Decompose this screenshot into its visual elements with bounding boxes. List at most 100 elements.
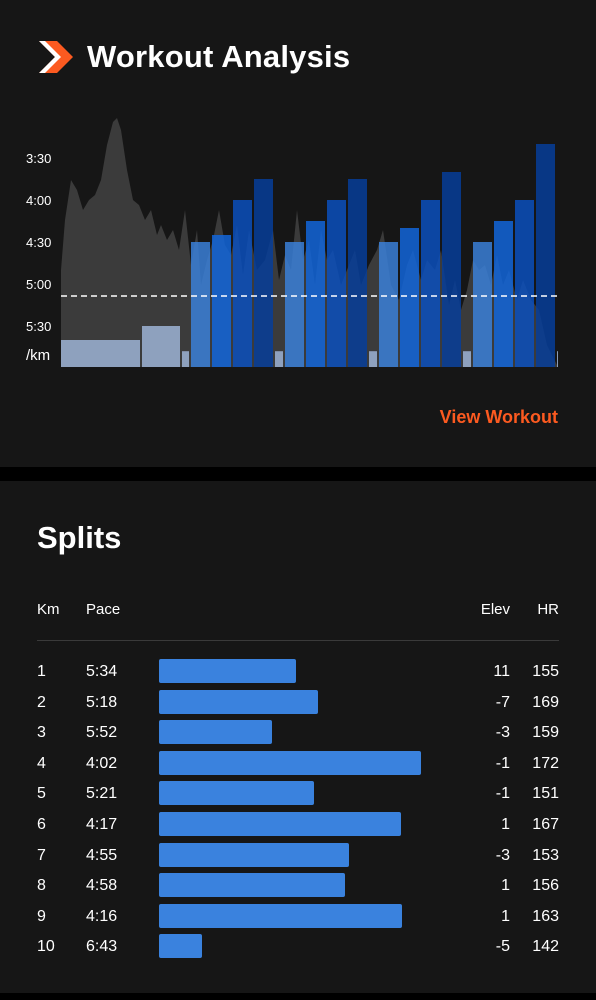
split-km: 7: [37, 846, 46, 864]
work-interval-bar: [233, 200, 252, 367]
y-tick-label: 3:30: [26, 151, 52, 166]
split-elev: -7: [495, 693, 510, 711]
splits-title: Splits: [37, 520, 122, 555]
split-pace-bar: [159, 842, 349, 867]
interval-bars: [61, 144, 558, 367]
work-interval-bar: [285, 242, 304, 367]
split-row: 3 5:52 -3 159: [0, 720, 596, 746]
y-tick-label: 5:30: [26, 319, 52, 334]
rest-interval-bar: [369, 351, 377, 367]
split-pace: 4:55: [86, 846, 118, 864]
split-pace-bar: [159, 659, 296, 683]
pace-interval-chart[interactable]: [61, 110, 558, 367]
split-km: 5: [37, 785, 46, 803]
split-pace: 5:34: [86, 663, 118, 680]
split-hr: 159: [532, 724, 559, 742]
rest-interval-bar: [557, 351, 558, 367]
split-elev: 1: [501, 816, 510, 833]
split-hr: 172: [532, 754, 559, 772]
strava-chevron-icon: [39, 41, 73, 73]
rest-interval-bar: [275, 351, 283, 367]
split-elev: 1: [501, 907, 510, 925]
split-elev: -5: [495, 938, 510, 956]
split-row: 9 4:16 1 163: [0, 903, 596, 930]
split-elev: 1: [501, 877, 510, 895]
rest-interval-bar: [182, 351, 189, 367]
work-interval-bar: [306, 221, 325, 367]
split-row: 4 4:02 -1 172: [0, 750, 596, 777]
split-hr: 163: [532, 907, 559, 925]
split-elev: 11: [493, 663, 510, 680]
header-km: Km: [37, 601, 60, 618]
split-km: 3: [37, 724, 46, 742]
split-row: 10 6:43 -5 142: [0, 934, 596, 960]
work-interval-bar: [379, 242, 398, 367]
split-hr: 167: [532, 816, 559, 833]
split-pace: 4:17: [86, 816, 118, 833]
split-elev: -1: [495, 785, 510, 803]
split-km: 4: [37, 754, 46, 772]
split-row: 1 5:34 11 155: [0, 659, 596, 685]
view-workout-link[interactable]: View Workout: [439, 407, 558, 427]
split-pace: 6:43: [86, 938, 118, 956]
split-row: 8 4:58 1 156: [0, 873, 596, 899]
split-hr: 151: [532, 785, 559, 803]
y-tick-label: 4:00: [26, 193, 52, 208]
page-title: Workout Analysis: [87, 39, 351, 74]
split-elev: -1: [495, 754, 510, 772]
split-km: 9: [37, 907, 46, 925]
split-elev: -3: [495, 846, 510, 864]
splits-divider: [37, 640, 559, 641]
split-km: 10: [37, 938, 55, 956]
split-row: 6 4:17 1 167: [0, 812, 596, 838]
split-pace-bar: [159, 812, 401, 836]
split-pace-bar: [159, 873, 345, 898]
rest-interval-bar: [142, 326, 180, 367]
rest-interval-bar: [463, 351, 471, 367]
split-pace: 4:02: [86, 754, 118, 772]
workout-analysis-card: Workout Analysis 3:30 4:00 4:30 5:00 5:3…: [0, 0, 596, 467]
header-pace: Pace: [86, 601, 121, 618]
split-pace-bar: [159, 903, 402, 928]
split-pace-bar: [159, 689, 318, 714]
split-hr: 169: [532, 693, 559, 711]
split-hr: 153: [532, 846, 559, 864]
split-pace-bar: [159, 934, 202, 959]
split-km: 8: [37, 877, 46, 895]
work-interval-bar: [400, 228, 419, 367]
header-hr: HR: [537, 601, 559, 618]
work-interval-bar: [348, 179, 367, 367]
work-interval-bar: [212, 235, 231, 367]
work-interval-bar: [515, 200, 534, 367]
split-pace-bar: [159, 750, 421, 775]
work-interval-bar: [536, 144, 555, 367]
y-axis-unit-label: /km: [26, 347, 51, 364]
work-interval-bar: [191, 242, 210, 367]
split-km: 2: [37, 693, 46, 711]
work-interval-bar: [473, 242, 492, 367]
split-pace-bar: [159, 720, 272, 745]
split-km: 6: [37, 816, 46, 833]
split-row: 5 5:21 -1 151: [0, 781, 596, 807]
split-row: 2 5:18 -7 169: [0, 689, 596, 716]
y-tick-label: 4:30: [26, 235, 52, 250]
work-interval-bar: [442, 172, 461, 367]
work-interval-bar: [254, 179, 273, 367]
split-pace: 4:16: [86, 907, 118, 925]
split-pace: 5:18: [86, 693, 118, 711]
work-interval-bar: [494, 221, 513, 367]
split-pace: 4:58: [86, 877, 118, 895]
workout-analysis-header: Workout Analysis: [37, 38, 350, 76]
split-pace: 5:21: [86, 785, 118, 803]
split-pace: 5:52: [86, 724, 118, 742]
work-interval-bar: [327, 200, 346, 367]
rest-interval-bar: [61, 340, 140, 367]
header-elev: Elev: [480, 601, 510, 618]
y-tick-label: 5:00: [26, 277, 52, 292]
split-km: 1: [37, 663, 46, 680]
split-elev: -3: [495, 724, 510, 742]
split-hr: 155: [532, 663, 559, 680]
split-pace-bar: [159, 781, 314, 806]
split-hr: 156: [532, 877, 559, 895]
split-hr: 142: [532, 938, 559, 956]
